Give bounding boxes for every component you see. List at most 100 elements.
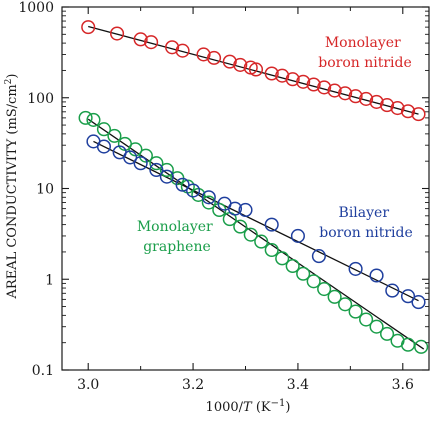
data-point-monolayer-graphene [348,304,363,319]
data-point-monolayer-graphene [138,148,153,163]
data-point-monolayer-boron-nitride [348,89,363,104]
data-point-monolayer-boron-nitride [411,107,426,122]
data-point-monolayer-graphene [380,326,395,341]
data-point-monolayer-boron-nitride [233,57,248,72]
data-point-monolayer-boron-nitride [390,101,405,116]
y-axis-title-close: ) [5,74,20,79]
data-point-monolayer-boron-nitride [275,68,290,83]
data-point-bilayer-boron-nitride [123,150,138,165]
series-label-line: graphene [143,239,211,255]
data-point-monolayer-graphene [233,219,248,234]
data-point-monolayer-boron-nitride [338,86,353,101]
data-points [78,20,429,354]
axis-ticks [62,6,429,371]
x-tick-label: 3.2 [182,377,204,393]
data-point-bilayer-boron-nitride [369,268,384,283]
data-point-bilayer-boron-nitride [159,169,174,184]
data-point-monolayer-boron-nitride [369,94,384,109]
data-point-monolayer-graphene [275,251,290,266]
data-point-monolayer-boron-nitride [222,54,237,69]
y-axis-title: AREAL CONDUCTIVITY (mS/cm2) [4,74,20,300]
data-point-bilayer-boron-nitride [411,295,426,310]
fit-line-bilayer-boron-nitride [93,140,419,302]
data-point-monolayer-graphene [264,242,279,258]
x-axis-title: 1000/T (K−1) [206,398,291,415]
data-point-bilayer-boron-nitride [385,283,400,298]
data-point-monolayer-boron-nitride [133,32,148,47]
data-point-monolayer-graphene [414,339,429,354]
series-label-bilayer-boron-nitride: Bilayer boron nitride [319,205,413,241]
x-tick-label: 3.0 [77,377,99,393]
y-axis-title-main: AREAL CONDUCTIVITY (mS/cm [5,84,20,299]
data-point-bilayer-boron-nitride [400,289,416,304]
data-point-monolayer-boron-nitride [264,66,279,81]
data-point-monolayer-graphene [400,337,416,352]
data-point-monolayer-boron-nitride [196,47,211,62]
x-tick-label: 3.6 [392,377,414,393]
data-point-bilayer-boron-nitride [238,202,253,218]
data-point-monolayer-boron-nitride [327,83,342,98]
data-point-bilayer-boron-nitride [264,217,279,232]
series-label-line: Monolayer [137,219,213,235]
data-point-bilayer-boron-nitride [348,261,363,276]
y-tick-label: 100 [27,91,54,107]
x-axis-title-prefix: 1000/ [206,400,244,415]
x-axis-title-var: T [243,400,253,415]
data-point-bilayer-boron-nitride [311,249,326,264]
data-point-monolayer-boron-nitride [306,77,321,92]
data-point-monolayer-boron-nitride [400,104,416,119]
data-point-bilayer-boron-nitride [186,183,201,198]
y-tick-label: 10 [36,182,54,198]
data-point-monolayer-graphene [107,128,122,143]
data-point-monolayer-graphene [338,297,353,312]
data-point-monolayer-boron-nitride [285,72,300,87]
tick-labels: 3.0 3.2 3.4 3.6 0.1 1 10 100 1000 [18,0,414,393]
data-point-monolayer-boron-nitride [206,50,222,65]
data-point-monolayer-boron-nitride [175,43,190,58]
data-point-monolayer-boron-nitride [317,80,332,95]
data-point-bilayer-boron-nitride [133,156,148,171]
data-point-bilayer-boron-nitride [201,190,216,205]
data-point-monolayer-graphene [159,162,174,178]
data-point-monolayer-boron-nitride [248,62,264,77]
series-label-monolayer-boron-nitride: Monolayer boron nitride [318,35,412,71]
data-point-monolayer-graphene [86,112,101,127]
data-point-bilayer-boron-nitride [96,139,111,154]
data-point-monolayer-graphene [306,274,321,289]
x-axis-title-sup: −1 [271,398,286,409]
data-point-bilayer-boron-nitride [149,162,164,178]
y-axis-title-sup: 2 [4,79,14,85]
data-point-monolayer-graphene [317,281,332,297]
series-label-line: Bilayer [339,205,390,221]
data-point-monolayer-graphene [201,195,216,210]
data-point-monolayer-graphene [359,312,374,327]
data-point-monolayer-boron-nitride [165,40,180,55]
data-point-bilayer-boron-nitride [175,177,190,192]
data-point-monolayer-graphene [369,319,384,334]
data-point-monolayer-boron-nitride [110,26,125,41]
data-point-monolayer-boron-nitride [296,74,311,89]
data-point-monolayer-graphene [285,258,300,274]
series-label-line: Monolayer [325,35,401,51]
data-point-monolayer-boron-nitride [359,91,374,107]
data-point-monolayer-graphene [254,234,269,249]
x-tick-label: 3.4 [287,377,309,393]
data-point-monolayer-graphene [96,122,111,137]
data-point-monolayer-graphene [327,289,342,304]
data-point-monolayer-graphene [78,110,93,125]
y-tick-label: 1 [45,272,54,288]
fit-line-monolayer-boron-nitride [88,25,419,115]
y-tick-label: 1000 [18,0,54,16]
data-point-monolayer-boron-nitride [144,35,159,50]
x-axis-title-close: ) [285,400,290,415]
data-point-bilayer-boron-nitride [227,201,243,216]
data-point-monolayer-boron-nitride [380,98,395,113]
data-point-bilayer-boron-nitride [290,228,305,244]
series-label-line: boron nitride [319,225,413,241]
y-tick-label: 0.1 [32,363,54,379]
data-point-monolayer-graphene [149,156,164,171]
series-label-line: boron nitride [318,55,412,71]
data-point-monolayer-graphene [296,266,311,281]
fit-lines [87,25,425,350]
